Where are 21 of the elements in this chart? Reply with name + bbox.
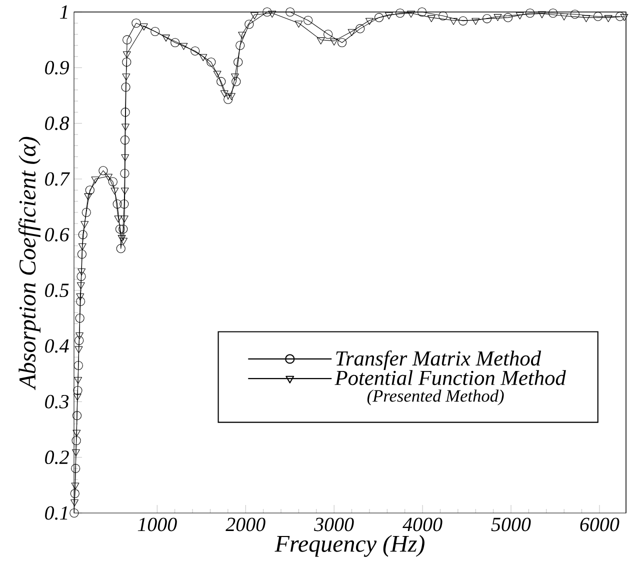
y-tick-label: 0.6: [45, 228, 70, 242]
x-tick-label: 3000: [314, 518, 354, 532]
y-tick-label: 0.4: [45, 339, 69, 353]
y-tick-label: 0.9: [45, 60, 69, 74]
y-axis-title: Absorption Coefficient (α): [18, 136, 40, 390]
y-tick-label: 0.5: [45, 284, 69, 298]
y-tick-label: 0.1: [45, 506, 68, 520]
y-tick-label: 0.7: [45, 172, 70, 186]
x-tick-label: 6000: [580, 518, 620, 532]
y-tick-label: 0.2: [45, 450, 69, 464]
x-axis-title: Frequency (Hz): [274, 535, 424, 557]
legend-label: Potential Function Method: [334, 370, 566, 386]
x-tick-label: 5000: [491, 518, 531, 532]
x-tick-label: 1000: [138, 518, 177, 532]
y-tick-label: 0.8: [45, 116, 70, 130]
x-tick-label: 4000: [402, 518, 442, 532]
x-tick-label: 2000: [226, 518, 266, 532]
y-tick-label: 0.3: [45, 394, 69, 408]
annotation: (Presented Method): [367, 390, 504, 406]
legend-label: Transfer Matrix Method: [336, 350, 542, 370]
y-tick-label: 1: [60, 5, 68, 19]
